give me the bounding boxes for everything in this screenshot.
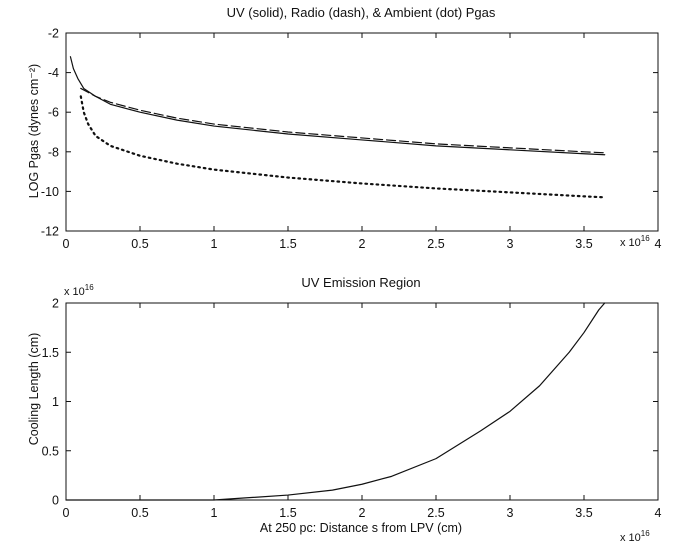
chart-title: UV Emission Region bbox=[301, 275, 420, 290]
x-tick-label: 4 bbox=[655, 237, 662, 251]
x-tick-label: 1.5 bbox=[279, 506, 296, 520]
y-tick-label: -10 bbox=[41, 185, 59, 199]
y-tick-label: 1 bbox=[52, 395, 59, 409]
x-tick-label: 3 bbox=[507, 237, 514, 251]
x-tick-label: 1.5 bbox=[279, 237, 296, 251]
x-multiplier-exponent: 16 bbox=[641, 529, 650, 538]
x-tick-label: 0 bbox=[63, 237, 70, 251]
series-line-dashed bbox=[80, 87, 606, 154]
series-line-dotted bbox=[79, 95, 606, 199]
y-multiplier-base: x 10 bbox=[64, 286, 85, 298]
x-tick-label: 1 bbox=[211, 506, 218, 520]
series-line-solid bbox=[69, 56, 606, 156]
y-multiplier-exponent: 16 bbox=[85, 283, 94, 292]
x-tick-label: 2.5 bbox=[427, 506, 444, 520]
x-tick-label: 3 bbox=[507, 506, 514, 520]
y-tick-label: 0.5 bbox=[42, 444, 59, 458]
y-tick-label: -6 bbox=[48, 106, 59, 120]
series-line-solid bbox=[65, 302, 606, 501]
y-axis-label: LOG Pgas (dynes cm⁻²) bbox=[27, 64, 41, 198]
y-tick-label: -2 bbox=[48, 27, 59, 41]
y-tick-label: 2 bbox=[52, 297, 59, 311]
x-tick-label: 1 bbox=[211, 237, 218, 251]
y-tick-label: 1.5 bbox=[42, 346, 59, 360]
x-tick-label: 4 bbox=[655, 506, 662, 520]
x-multiplier-label: x 1016 bbox=[620, 529, 650, 544]
x-tick-label: 0.5 bbox=[131, 506, 148, 520]
y-multiplier-label: x 1016 bbox=[64, 283, 94, 298]
x-tick-label: 2.5 bbox=[427, 237, 444, 251]
plot-frame bbox=[65, 302, 659, 501]
y-tick-label: 0 bbox=[52, 494, 59, 508]
y-axis-label: Cooling Length (cm) bbox=[27, 333, 41, 446]
x-tick-label: 3.5 bbox=[575, 506, 592, 520]
pressure-chart: UV (solid), Radio (dash), & Ambient (dot… bbox=[27, 5, 662, 251]
x-axis-label: At 250 pc: Distance s from LPV (cm) bbox=[260, 521, 462, 535]
chart-title: UV (solid), Radio (dash), & Ambient (dot… bbox=[227, 5, 496, 20]
y-tick-label: -8 bbox=[48, 145, 59, 159]
x-multiplier-label: x 1016 bbox=[620, 234, 650, 249]
x-tick-label: 3.5 bbox=[575, 237, 592, 251]
x-multiplier-exponent: 16 bbox=[641, 234, 650, 243]
x-tick-label: 2 bbox=[359, 237, 366, 251]
x-multiplier-base: x 10 bbox=[620, 532, 641, 544]
x-tick-label: 2 bbox=[359, 506, 366, 520]
x-tick-label: 0.5 bbox=[131, 237, 148, 251]
y-tick-label: -4 bbox=[48, 66, 59, 80]
cooling-length-chart: UV Emission Region Cooling Length (cm) A… bbox=[27, 275, 662, 544]
x-tick-label: 0 bbox=[63, 506, 70, 520]
plot-frame bbox=[65, 32, 659, 232]
x-multiplier-base: x 10 bbox=[620, 237, 641, 249]
y-tick-label: -12 bbox=[41, 225, 59, 239]
